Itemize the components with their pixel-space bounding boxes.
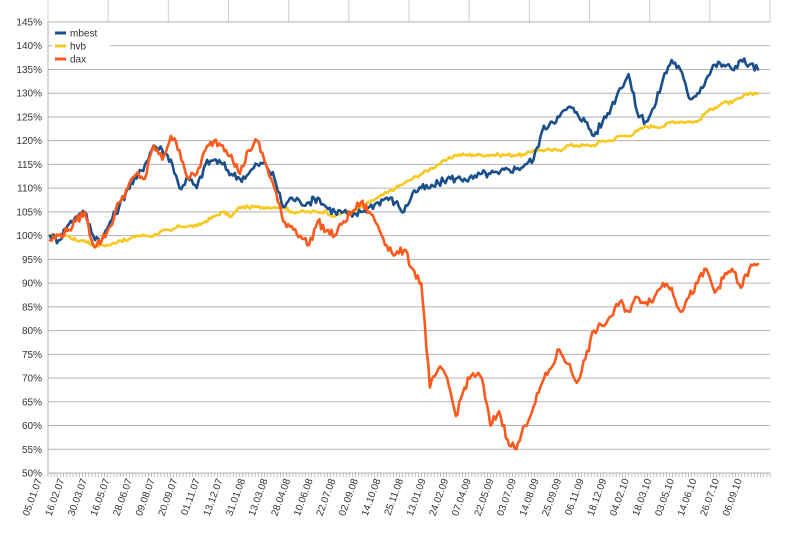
y-tick-label: 65% <box>22 397 42 408</box>
y-tick-label: 95% <box>22 255 42 266</box>
legend-label-dax: dax <box>70 55 86 66</box>
legend-label-mbest: mbest <box>70 29 97 40</box>
series-line-mbest <box>48 57 760 245</box>
y-tick-label: 90% <box>22 279 42 290</box>
y-tick-label: 60% <box>22 421 42 432</box>
y-tick-label: 135% <box>16 65 42 76</box>
y-tick-label: 120% <box>16 136 42 147</box>
y-tick-label: 110% <box>17 184 42 195</box>
y-tick-label: 75% <box>22 350 42 361</box>
y-tick-label: 55% <box>22 445 42 456</box>
y-axis-ticks: 50% 55% 60% 65% 70% 75% 80% 85% 90% 95% 100% 105% 11… <box>16 18 42 480</box>
y-tick-label: 125% <box>16 112 42 123</box>
series-line-hvb <box>48 91 760 248</box>
series-line-dax <box>48 134 760 451</box>
y-tick-label: 50% <box>22 469 42 480</box>
series-lines <box>48 57 760 451</box>
legend-box <box>52 24 110 64</box>
y-tick-label: 85% <box>22 302 42 313</box>
legend-label-hvb: hvb <box>70 42 87 53</box>
y-tick-label: 105% <box>16 207 42 218</box>
y-tick-label: 100% <box>16 231 42 242</box>
y-tick-label: 140% <box>16 41 42 52</box>
y-tick-label: 130% <box>16 89 42 100</box>
y-tick-label: 115% <box>17 160 42 171</box>
legend: mbest hvb dax <box>52 24 110 66</box>
y-tick-label: 145% <box>16 18 42 29</box>
y-tick-label: 80% <box>22 326 42 337</box>
y-tick-label: 70% <box>22 374 42 385</box>
